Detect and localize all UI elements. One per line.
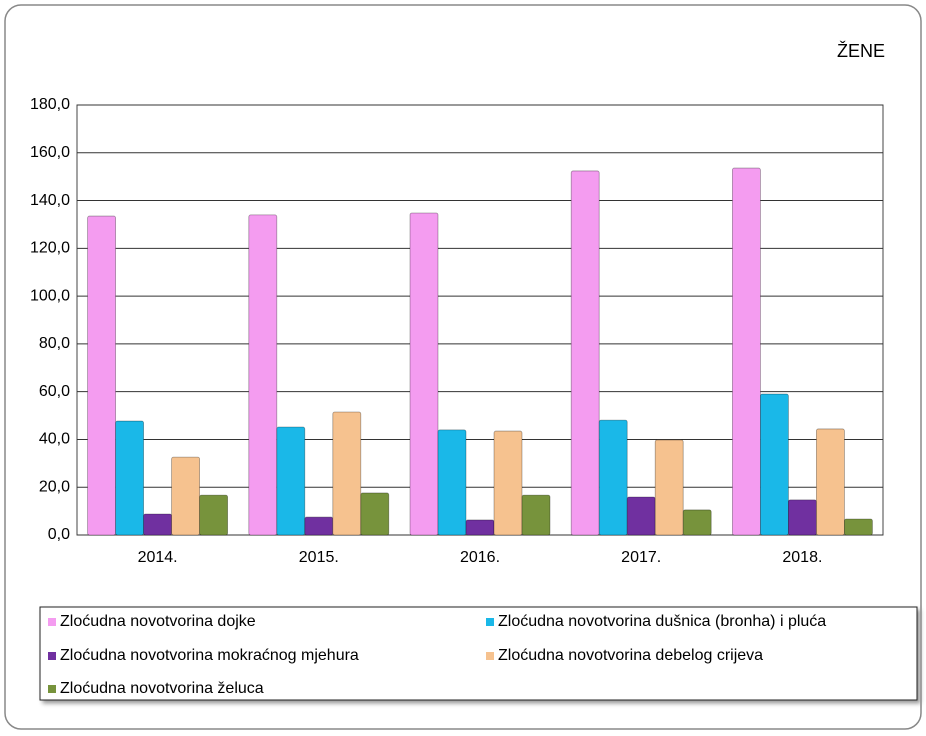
x-tick-label: 2018. xyxy=(782,549,822,566)
bar xyxy=(332,411,362,536)
y-tick-label: 140,0 xyxy=(30,192,70,209)
bar xyxy=(360,492,390,536)
legend-swatch xyxy=(48,618,56,626)
legend-label: Zloćudna novotvorina debelog crijeva xyxy=(498,647,763,664)
y-tick-label: 60,0 xyxy=(39,383,70,400)
frame xyxy=(4,4,922,730)
bar xyxy=(598,419,628,536)
bar xyxy=(493,430,523,536)
legend-label: Zloćudna novotvorina dojke xyxy=(60,613,256,630)
x-tick-label: 2017. xyxy=(621,549,661,566)
bar xyxy=(304,516,334,536)
bar xyxy=(409,212,439,536)
bar xyxy=(521,494,551,536)
bar xyxy=(143,513,173,536)
bar xyxy=(626,496,656,536)
legend-label: Zloćudna novotvorina dušnica (bronha) i … xyxy=(498,613,826,630)
x-tick-label: 2016. xyxy=(460,549,500,566)
bar xyxy=(760,393,789,536)
legend xyxy=(39,606,918,701)
bar xyxy=(844,518,873,536)
bar xyxy=(248,214,278,536)
legend-label: Zloćudna novotvorina želuca xyxy=(60,680,264,697)
legend-swatch xyxy=(486,652,494,660)
bar xyxy=(682,509,712,536)
bar xyxy=(171,456,201,536)
y-tick-label: 0,0 xyxy=(48,526,70,543)
legend-swatch xyxy=(48,685,56,693)
bar xyxy=(732,167,761,536)
x-tick-label: 2015. xyxy=(299,549,339,566)
bar xyxy=(115,420,144,536)
y-tick-label: 80,0 xyxy=(39,335,70,352)
legend-swatch xyxy=(48,652,56,660)
chart-title: ŽENE xyxy=(837,41,885,61)
bar xyxy=(570,170,600,536)
bar xyxy=(199,494,229,536)
legend-swatch xyxy=(486,618,494,626)
bar xyxy=(437,429,467,536)
y-tick-label: 20,0 xyxy=(39,478,70,495)
y-tick-label: 100,0 xyxy=(30,287,70,304)
bar xyxy=(276,426,306,536)
y-tick-label: 160,0 xyxy=(30,144,70,161)
bar xyxy=(816,428,845,536)
bar xyxy=(465,519,495,536)
bar xyxy=(788,499,817,536)
y-tick-label: 180,0 xyxy=(30,96,70,113)
y-tick-label: 40,0 xyxy=(39,431,70,448)
legend-label: Zloćudna novotvorina mokraćnog mjehura xyxy=(60,647,359,664)
y-tick-label: 120,0 xyxy=(30,240,70,257)
bar xyxy=(654,439,684,536)
x-tick-label: 2014. xyxy=(138,549,178,566)
bar xyxy=(87,215,116,536)
